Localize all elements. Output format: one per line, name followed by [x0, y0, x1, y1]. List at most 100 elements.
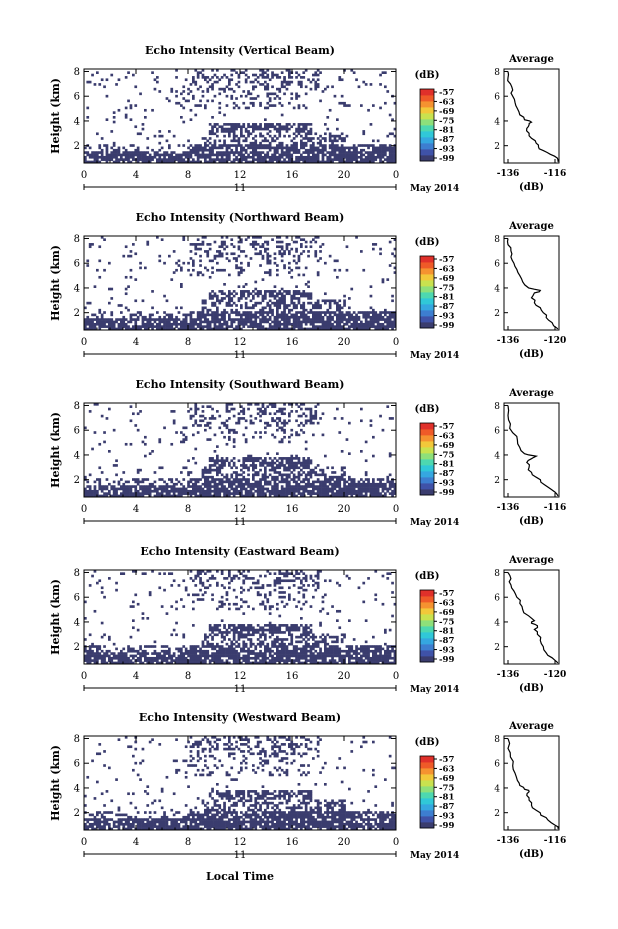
echo-cell	[348, 313, 351, 317]
echo-cell	[273, 104, 277, 107]
echo-cell	[98, 275, 102, 279]
echo-cell	[134, 654, 138, 658]
echo-cell	[132, 485, 135, 488]
echo-cell	[304, 292, 308, 296]
echo-cell	[189, 320, 193, 324]
echo-cell	[204, 155, 207, 159]
echo-cell	[249, 125, 253, 129]
echo-cell	[204, 638, 207, 641]
echo-cell	[304, 473, 308, 477]
echo-cell	[264, 76, 267, 79]
echo-cell	[230, 252, 234, 256]
echo-cell	[225, 487, 229, 491]
echo-cell	[276, 424, 279, 427]
echo-cell	[295, 151, 298, 154]
echo-cell	[278, 158, 282, 161]
echo-cell	[223, 153, 226, 157]
echo-cell	[302, 327, 306, 331]
echo-cell	[175, 621, 178, 625]
echo-cell	[187, 593, 190, 597]
echo-cell	[307, 285, 310, 288]
echo-cell	[278, 492, 282, 495]
echo-cell	[153, 640, 157, 644]
echo-cell	[223, 487, 226, 491]
echo-cell	[232, 311, 236, 314]
echo-cell	[151, 313, 154, 317]
echo-cell	[98, 144, 102, 147]
echo-cell	[261, 405, 265, 408]
echo-cell	[297, 433, 301, 437]
echo-cell	[189, 661, 193, 665]
echo-cell	[321, 494, 325, 498]
echo-cell	[144, 318, 147, 321]
echo-cell	[117, 482, 121, 486]
echo-cell	[266, 304, 270, 307]
echo-cell	[316, 299, 320, 303]
echo-cell	[196, 656, 200, 660]
echo-cell	[307, 320, 310, 324]
echo-cell	[288, 123, 291, 126]
echo-cell	[259, 245, 262, 249]
colorbar-tick-label: -93	[439, 479, 454, 489]
echo-cell	[124, 480, 128, 484]
echo-cell	[297, 405, 301, 408]
echo-cell	[381, 325, 385, 328]
echo-cell	[264, 466, 267, 470]
echo-cell	[304, 137, 308, 140]
echo-cell	[196, 478, 200, 481]
echo-cell	[216, 478, 219, 481]
echo-cell	[228, 478, 231, 481]
echo-cell	[314, 412, 318, 416]
echo-cell	[208, 642, 212, 646]
echo-cell	[184, 656, 188, 660]
echo-cell	[297, 301, 301, 305]
echo-cell	[182, 90, 186, 93]
echo-cell	[364, 83, 368, 86]
echo-cell	[98, 146, 102, 150]
echo-cell	[254, 78, 258, 82]
echo-cell	[240, 271, 243, 274]
echo-cell	[309, 80, 313, 84]
echo-cell	[314, 487, 318, 491]
echo-cell	[218, 268, 222, 272]
echo-cell	[220, 299, 224, 303]
echo-cell	[100, 151, 104, 154]
echo-cell	[218, 151, 222, 154]
echo-cell	[201, 405, 205, 408]
echo-cell	[235, 257, 238, 260]
echo-cell	[218, 78, 222, 82]
echo-cell	[192, 318, 195, 321]
echo-cell	[247, 482, 250, 486]
echo-cell	[196, 407, 200, 411]
echo-cell	[240, 315, 243, 319]
echo-cell	[249, 318, 253, 321]
echo-cell	[204, 325, 207, 328]
echo-cell	[374, 311, 378, 314]
echo-cell	[170, 313, 174, 317]
echo-cell	[364, 489, 368, 493]
echo-cell	[182, 652, 186, 655]
echo-cell	[237, 137, 241, 140]
echo-cell	[336, 489, 339, 493]
echo-cell	[127, 645, 130, 648]
echo-cell	[122, 482, 126, 486]
echo-cell	[367, 327, 370, 331]
echo-cell	[261, 139, 265, 143]
echo-cell	[122, 489, 126, 493]
echo-cell	[122, 647, 126, 651]
echo-cell	[309, 160, 313, 164]
echo-cell	[139, 494, 142, 498]
echo-cell	[192, 656, 195, 660]
echo-cell	[122, 146, 126, 150]
echo-cell	[223, 308, 226, 312]
echo-cell	[314, 160, 318, 164]
echo-cell	[312, 489, 315, 493]
echo-cell	[302, 320, 306, 324]
echo-cell	[220, 292, 224, 296]
echo-cell	[240, 492, 243, 495]
colorbar-segment	[420, 304, 434, 311]
echo-cell	[108, 654, 111, 658]
echo-cell	[204, 591, 207, 594]
echo-cell	[271, 294, 274, 298]
echo-cell	[372, 139, 375, 143]
